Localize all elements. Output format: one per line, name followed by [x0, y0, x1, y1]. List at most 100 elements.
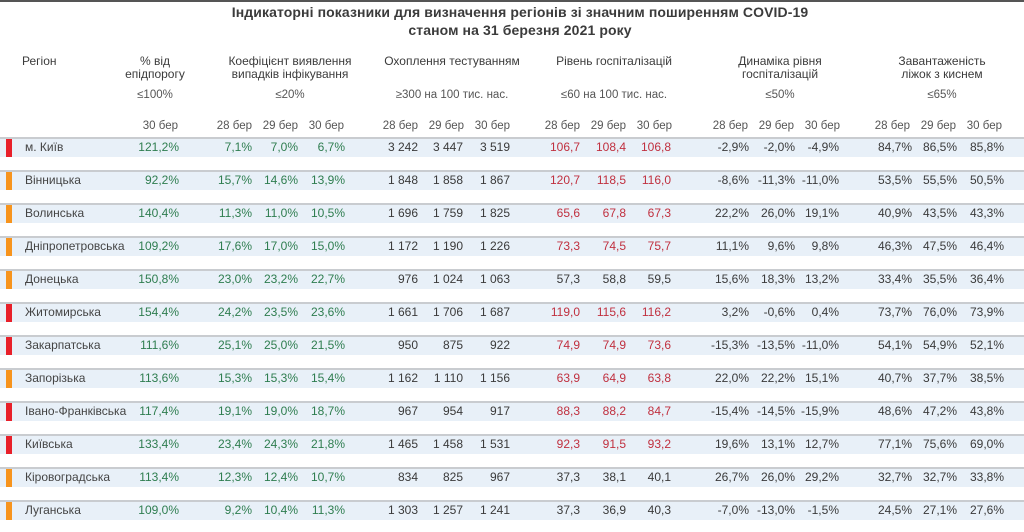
oxygen-cell: 84,7%	[877, 140, 912, 154]
table-row: Вінницька 92,2% 15,7% 14,6% 13,9% 1 848 1 858 1…	[0, 170, 1024, 190]
date-hosp-29: 29 бер	[590, 120, 626, 132]
header-oxygen-line2: ліжок з киснем	[901, 67, 983, 81]
dynamics-cell: -13,5%	[756, 338, 795, 352]
orange-status-flag	[6, 271, 12, 289]
hosp-cell: 108,4	[595, 140, 626, 154]
oxygen-cell: 73,9%	[969, 305, 1004, 319]
epi-cell: 113,4%	[139, 470, 179, 484]
testing-cell: 1 303	[387, 503, 418, 517]
hosp-cell: 88,3	[556, 404, 580, 418]
detection-cell: 18,7%	[310, 404, 345, 418]
dynamics-cell: 15,6%	[714, 272, 749, 286]
threshold-oxygen: ≤65%	[927, 89, 957, 101]
dynamics-cell: -0,6%	[763, 305, 795, 319]
oxygen-cell: 77,1%	[877, 437, 912, 451]
dynamics-cell: -14,5%	[756, 404, 795, 418]
detection-cell: 9,2%	[224, 503, 252, 517]
dynamics-cell: -2,9%	[717, 140, 749, 154]
detection-cell: 19,1%	[217, 404, 252, 418]
testing-cell: 1 458	[432, 437, 463, 451]
epi-cell: 109,0%	[138, 503, 179, 517]
hosp-cell: 73,3	[556, 239, 580, 253]
hosp-cell: 74,9	[556, 338, 580, 352]
dynamics-cell: 3,2%	[721, 305, 749, 319]
header-epi-line2: епідпорогу	[125, 67, 185, 81]
testing-cell: 967	[397, 404, 418, 418]
threshold-hospitalization: ≤60 на 100 тис. нас.	[560, 89, 668, 101]
orange-status-flag	[6, 172, 12, 190]
testing-cell: 922	[489, 338, 510, 352]
threshold-detection: ≤20%	[275, 89, 305, 101]
hosp-cell: 93,2	[647, 437, 671, 451]
hosp-cell: 36,9	[602, 503, 626, 517]
epi-cell: 121,2%	[138, 140, 179, 154]
threshold-testing: ≥300 на 100 тис. нас.	[395, 89, 509, 101]
epi-cell: 111,6%	[140, 338, 179, 352]
hosp-cell: 63,8	[647, 371, 671, 385]
hosp-cell: 118,5	[596, 173, 626, 187]
detection-cell: 25,1%	[217, 338, 252, 352]
oxygen-cell: 27,6%	[969, 503, 1004, 517]
dynamics-cell: 26,0%	[760, 206, 795, 220]
date-oxygen-28: 28 бер	[874, 120, 910, 132]
oxygen-cell: 24,5%	[877, 503, 912, 517]
hosp-cell: 74,5	[602, 239, 626, 253]
oxygen-cell: 27,1%	[922, 503, 957, 517]
header-oxygen-line1: Завантаженість	[898, 54, 986, 68]
table-row: Закарпатська 111,6% 25,1% 25,0% 21,5% 950 875 9…	[0, 335, 1024, 355]
red-status-flag	[6, 139, 12, 157]
hosp-cell: 40,1	[647, 470, 671, 484]
hosp-cell: 120,7	[549, 173, 580, 187]
hosp-cell: 116,2	[641, 305, 671, 319]
red-status-flag	[6, 337, 12, 355]
red-status-flag	[6, 403, 12, 421]
hosp-cell: 40,3	[647, 503, 671, 517]
table-row: м. Київ 121,2% 7,1% 7,0% 6,7% 3 242 3 447 3 519…	[0, 137, 1024, 157]
date-detection-29: 29 бер	[262, 120, 298, 132]
testing-cell: 1 190	[432, 239, 463, 253]
detection-cell: 11,0%	[264, 206, 298, 220]
region-name: Волинська	[25, 206, 85, 220]
hosp-cell: 73,6	[647, 338, 671, 352]
orange-status-flag	[6, 205, 12, 223]
testing-cell: 875	[442, 338, 463, 352]
oxygen-cell: 38,5%	[969, 371, 1004, 385]
region-name: Вінницька	[25, 173, 81, 187]
testing-cell: 976	[397, 272, 418, 286]
oxygen-cell: 50,5%	[969, 173, 1004, 187]
testing-cell: 1 661	[387, 305, 418, 319]
oxygen-cell: 46,4%	[969, 239, 1004, 253]
detection-cell: 15,7%	[217, 173, 252, 187]
dynamics-cell: 26,0%	[760, 470, 795, 484]
testing-cell: 1 226	[479, 239, 510, 253]
epi-cell: 150,8%	[138, 272, 179, 286]
testing-cell: 1 848	[387, 173, 418, 187]
testing-cell: 950	[397, 338, 418, 352]
header-region: Регіон	[22, 54, 57, 68]
region-name: Кіровоградська	[25, 470, 111, 484]
oxygen-cell: 32,7%	[877, 470, 912, 484]
oxygen-cell: 75,6%	[922, 437, 957, 451]
oxygen-cell: 53,5%	[877, 173, 912, 187]
detection-cell: 23,0%	[217, 272, 252, 286]
testing-cell: 1 162	[387, 371, 418, 385]
detection-cell: 23,6%	[310, 305, 345, 319]
region-name: Закарпатська	[25, 338, 101, 352]
dynamics-cell: 26,7%	[714, 470, 749, 484]
oxygen-cell: 33,4%	[877, 272, 912, 286]
dynamics-cell: 13,1%	[760, 437, 795, 451]
detection-cell: 15,3%	[263, 371, 298, 385]
region-name: Київська	[25, 437, 73, 451]
red-status-flag	[6, 304, 12, 322]
testing-cell: 3 242	[387, 140, 418, 154]
hosp-cell: 58,8	[602, 272, 626, 286]
region-name: Запорізька	[25, 371, 86, 385]
detection-cell: 24,2%	[217, 305, 252, 319]
testing-cell: 1 706	[432, 305, 463, 319]
detection-cell: 15,4%	[310, 371, 345, 385]
region-name: Дніпропетровська	[25, 239, 125, 253]
testing-cell: 1 531	[479, 437, 510, 451]
oxygen-cell: 46,3%	[877, 239, 912, 253]
hosp-cell: 38,1	[602, 470, 626, 484]
dynamics-cell: 13,2%	[804, 272, 839, 286]
